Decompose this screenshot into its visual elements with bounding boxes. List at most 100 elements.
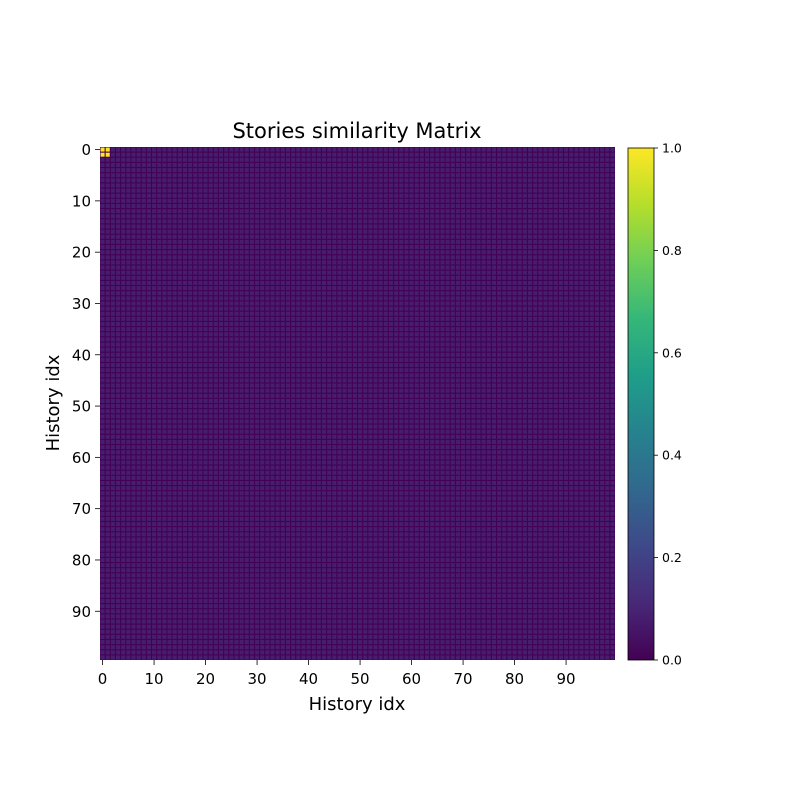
heatmap-cell <box>116 157 121 162</box>
heatmap-cell <box>100 357 105 362</box>
heatmap-cell <box>332 162 337 167</box>
heatmap-cell <box>188 152 193 157</box>
heatmap-cell <box>600 368 605 373</box>
heatmap-cell <box>265 219 270 224</box>
heatmap-cell <box>358 301 363 306</box>
heatmap-cell <box>141 357 146 362</box>
heatmap-cell <box>430 234 435 239</box>
heatmap-cell <box>419 280 424 285</box>
heatmap-cell <box>296 352 301 357</box>
heatmap-cell <box>177 306 182 311</box>
heatmap-cell <box>244 291 249 296</box>
heatmap-cell <box>548 393 553 398</box>
heatmap-cell <box>533 352 538 357</box>
heatmap-cell <box>162 388 167 393</box>
heatmap-cell <box>491 337 496 342</box>
heatmap-cell <box>316 245 321 250</box>
heatmap-cell <box>553 291 558 296</box>
heatmap-cell <box>548 301 553 306</box>
heatmap-cell <box>105 393 110 398</box>
heatmap-cell <box>337 270 342 275</box>
heatmap-cell <box>105 203 110 209</box>
heatmap-cell <box>533 214 538 219</box>
heatmap-cell <box>491 193 496 198</box>
heatmap-cell <box>450 229 455 234</box>
heatmap-cell <box>224 173 229 178</box>
heatmap-cell <box>291 275 296 280</box>
heatmap-cell <box>512 147 517 152</box>
heatmap-cell <box>301 270 306 275</box>
heatmap-cell <box>167 270 172 275</box>
heatmap-cell <box>548 363 553 368</box>
heatmap-cell <box>182 306 187 311</box>
heatmap-cell <box>383 229 388 234</box>
heatmap-cell <box>213 239 218 244</box>
heatmap-cell <box>337 332 342 337</box>
heatmap-cell <box>471 286 476 291</box>
heatmap-cell <box>270 316 275 321</box>
heatmap-cell <box>584 152 589 157</box>
heatmap-cell <box>538 245 543 250</box>
heatmap-cell <box>110 214 115 219</box>
heatmap-cell <box>491 383 496 388</box>
heatmap-cell <box>296 245 301 250</box>
heatmap-cell <box>219 209 224 214</box>
heatmap-cell <box>105 316 110 321</box>
heatmap-cell <box>121 301 126 306</box>
heatmap-cell <box>352 224 357 229</box>
heatmap-cell <box>291 250 296 255</box>
heatmap-cell <box>528 152 533 157</box>
heatmap-cell <box>502 321 507 326</box>
heatmap-cell <box>502 157 507 162</box>
heatmap-cell <box>430 321 435 326</box>
heatmap-cell <box>172 383 177 388</box>
heatmap-cell <box>301 352 306 357</box>
heatmap-cell <box>208 311 213 316</box>
heatmap-cell <box>383 152 388 157</box>
heatmap-cell <box>347 224 352 229</box>
heatmap-cell <box>198 260 203 265</box>
heatmap-cell <box>280 342 285 347</box>
heatmap-cell <box>219 291 224 296</box>
heatmap-cell <box>249 383 254 388</box>
heatmap-cell <box>260 260 265 265</box>
heatmap-cell <box>491 147 496 152</box>
heatmap-cell <box>177 342 182 347</box>
heatmap-cell <box>208 162 213 167</box>
heatmap-cell <box>491 332 496 337</box>
heatmap-cell <box>141 260 146 265</box>
heatmap-cell <box>249 347 254 352</box>
heatmap-cell <box>425 224 430 229</box>
heatmap-cell <box>296 327 301 332</box>
heatmap-cell <box>152 178 157 183</box>
heatmap-cell <box>481 173 486 178</box>
heatmap-cell <box>383 311 388 316</box>
heatmap-cell <box>512 301 517 306</box>
heatmap-cell <box>594 378 599 383</box>
heatmap-cell <box>311 398 316 403</box>
heatmap-cell <box>414 337 419 342</box>
heatmap-cell <box>610 162 615 167</box>
heatmap-cell <box>203 168 208 173</box>
heatmap-cell <box>229 301 234 306</box>
heatmap-cell <box>461 296 466 301</box>
heatmap-cell <box>126 265 131 270</box>
heatmap-cell <box>157 327 162 332</box>
heatmap-cell <box>157 306 162 311</box>
heatmap-cell <box>404 229 409 234</box>
heatmap-cell <box>121 296 126 301</box>
heatmap-cell <box>461 209 466 214</box>
heatmap-cell <box>404 311 409 316</box>
heatmap-cell <box>533 363 538 368</box>
heatmap-cell <box>249 368 254 373</box>
heatmap-cell <box>435 183 440 188</box>
heatmap-cell <box>322 337 327 342</box>
heatmap-cell <box>296 357 301 362</box>
heatmap-cell <box>239 342 244 347</box>
heatmap-cell <box>311 296 316 301</box>
heatmap-cell <box>517 383 522 388</box>
heatmap-cell <box>162 301 167 306</box>
heatmap-cell <box>553 219 558 224</box>
heatmap-cell <box>203 147 208 152</box>
heatmap-cell <box>244 316 249 321</box>
